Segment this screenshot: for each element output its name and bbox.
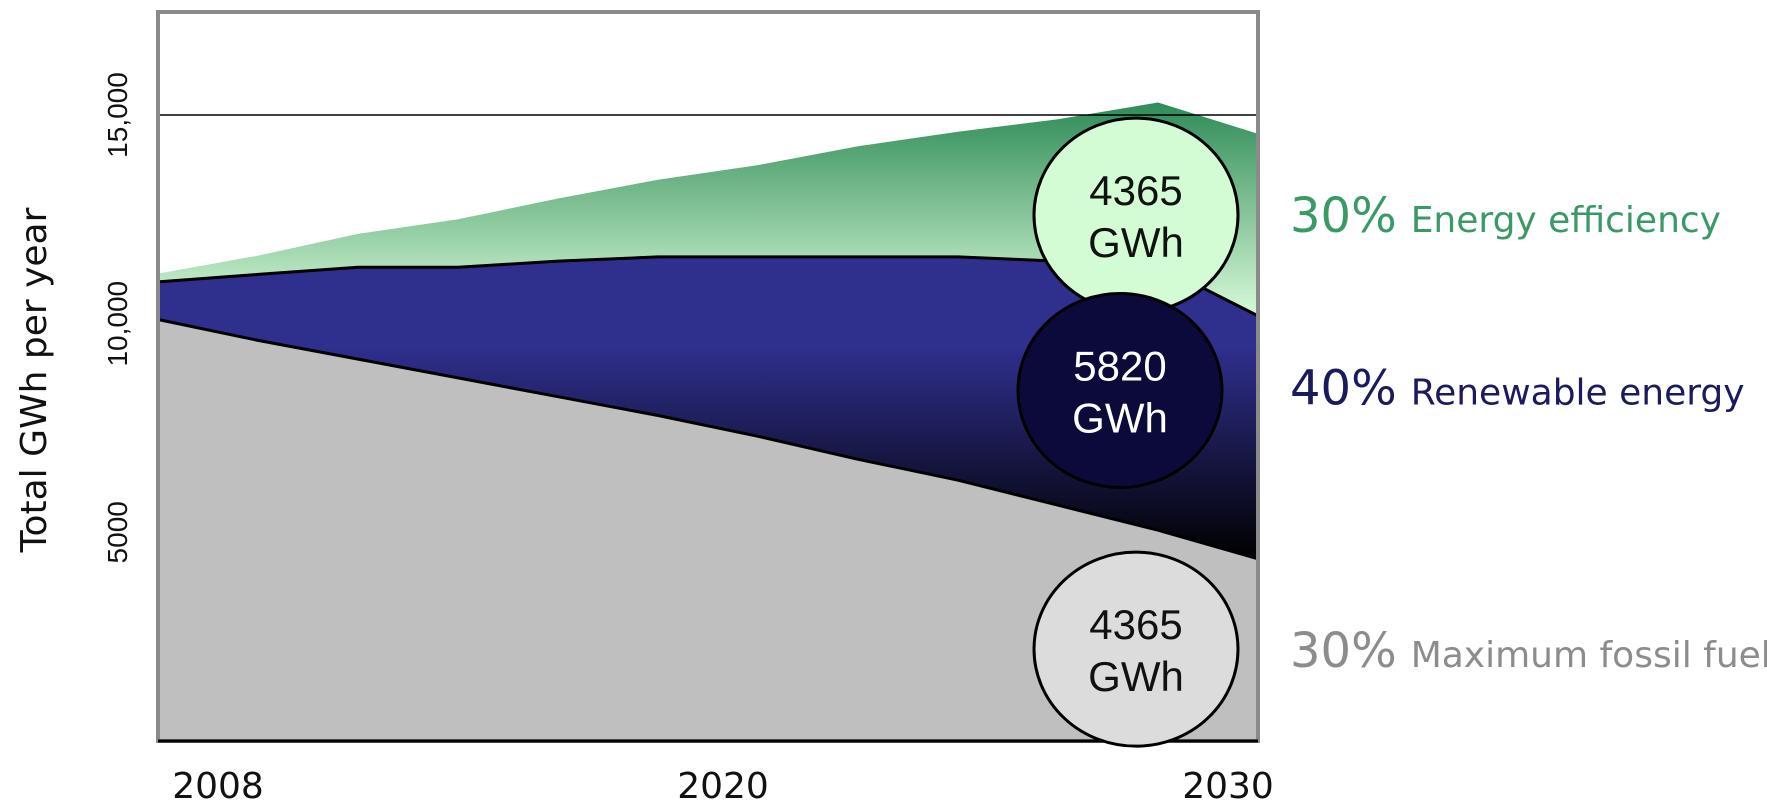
bubble-unit: GWh <box>1088 653 1184 700</box>
legend-percent: 30% <box>1290 188 1397 244</box>
legend-percent: 40% <box>1290 360 1397 416</box>
legend-entry: 30% Energy efficiency <box>1290 188 1721 244</box>
legend-percent: 30% <box>1290 623 1397 679</box>
x-tick-label: 2030 <box>1182 766 1274 804</box>
area-efficiency <box>158 102 1258 316</box>
bubble-value: 4365 <box>1089 167 1182 214</box>
y-axis-label: Total GWh per year <box>14 207 55 553</box>
value-bubble: 4365 GWh <box>1032 550 1240 748</box>
legend-name: Renewable energy <box>1411 372 1745 413</box>
y-tick-label: 15,000 <box>102 72 133 158</box>
axes: 5000 10,000 15,000 2008 2020 2030 Total GWh pe… <box>14 10 1274 804</box>
bubble-value: 5820 <box>1073 342 1166 389</box>
area-fossil <box>158 319 1258 741</box>
legend-entry: 40% Renewable energy <box>1290 360 1745 416</box>
legend-name: Maximum fossil fuel <box>1411 635 1767 676</box>
x-tick-label: 2020 <box>677 766 769 804</box>
bubble-circle <box>1016 291 1224 489</box>
value-bubbles: 4365 GWh 5820 GWh 4365 GWh <box>1016 116 1240 748</box>
x-tick-label: 2008 <box>172 766 264 804</box>
line-fossil-top <box>157 318 1259 561</box>
legend-entry: 30% Maximum fossil fuel <box>1290 623 1767 679</box>
bubble-circle <box>1032 116 1240 314</box>
plot-area <box>157 102 1259 741</box>
value-bubble: 4365 GWh <box>1032 116 1240 314</box>
area-renewable <box>158 256 1258 559</box>
bubble-circle <box>1032 550 1240 748</box>
bubble-unit: GWh <box>1072 394 1168 441</box>
y-tick-label: 10,000 <box>102 281 133 367</box>
value-bubble: 5820 GWh <box>1016 291 1224 489</box>
bubble-unit: GWh <box>1088 219 1184 266</box>
legend: 30% Energy efficiency 40% Renewable energy 3… <box>1290 188 1767 679</box>
legend-name: Energy efficiency <box>1411 200 1721 241</box>
y-tick-label: 5000 <box>102 501 133 563</box>
bubble-value: 4365 <box>1089 601 1182 648</box>
